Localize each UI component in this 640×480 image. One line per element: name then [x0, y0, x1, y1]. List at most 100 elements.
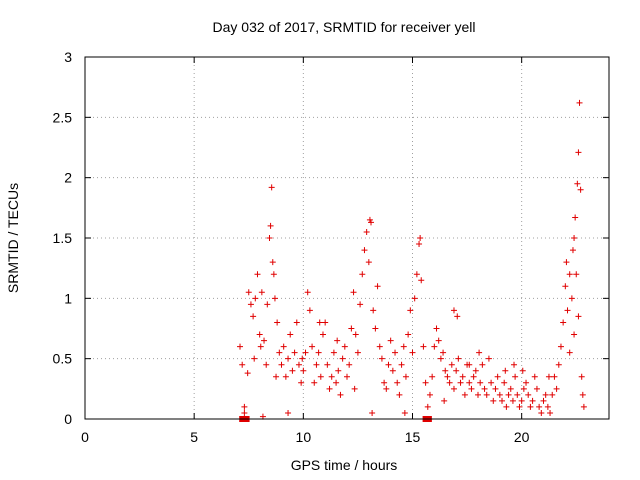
data-point	[351, 385, 358, 392]
data-point	[298, 379, 305, 386]
data-point	[576, 99, 583, 106]
data-point	[400, 343, 407, 350]
data-point	[328, 373, 335, 380]
data-point	[538, 409, 545, 416]
data-point	[529, 397, 536, 404]
data-point	[429, 373, 436, 380]
data-point	[258, 289, 265, 296]
data-point	[383, 385, 390, 392]
data-point	[448, 361, 455, 368]
data-point	[580, 403, 587, 410]
data-point	[551, 373, 558, 380]
data-point	[365, 259, 372, 266]
data-point	[304, 289, 311, 296]
data-point	[392, 349, 399, 356]
data-point	[573, 271, 580, 278]
data-point	[454, 313, 461, 320]
chart-title: Day 032 of 2017, SRMTID for receiver yel…	[213, 19, 476, 35]
y-axis: 0 0.5 1 1.5 2 2.5 3	[53, 49, 609, 427]
data-point	[514, 391, 521, 398]
data-point	[496, 391, 503, 398]
data-point	[499, 397, 506, 404]
data-point	[520, 385, 527, 392]
x-tick-label: 0	[81, 429, 89, 445]
data-point	[422, 379, 429, 386]
data-point	[295, 361, 302, 368]
data-point	[341, 343, 348, 350]
x-tick-label: 5	[190, 429, 198, 445]
data-point	[523, 379, 530, 386]
data-point	[271, 295, 278, 302]
data-point	[479, 361, 486, 368]
data-point	[394, 379, 401, 386]
data-point	[387, 337, 394, 344]
data-point	[470, 373, 477, 380]
data-point	[483, 391, 490, 398]
data-point	[519, 367, 526, 374]
data-point	[579, 391, 586, 398]
data-point	[315, 349, 322, 356]
x-tick-label: 10	[296, 429, 312, 445]
data-point	[300, 367, 307, 374]
data-point	[267, 222, 274, 229]
data-point	[257, 343, 264, 350]
data-point	[270, 271, 277, 278]
data-point	[431, 343, 438, 350]
data-point	[354, 349, 361, 356]
data-point	[254, 271, 261, 278]
x-tick-label: 20	[514, 429, 530, 445]
data-point	[481, 385, 488, 392]
data-point	[501, 379, 508, 386]
data-point	[280, 343, 287, 350]
data-point	[330, 349, 337, 356]
data-point	[261, 337, 268, 344]
data-point	[457, 379, 464, 386]
data-point	[516, 403, 523, 410]
data-point	[239, 361, 246, 368]
data-point	[578, 373, 585, 380]
data-point	[424, 403, 431, 410]
data-point	[568, 295, 575, 302]
data-point	[411, 295, 418, 302]
data-point	[440, 349, 447, 356]
data-point	[441, 397, 448, 404]
data-point	[549, 391, 556, 398]
data-point	[466, 361, 473, 368]
data-point	[488, 379, 495, 386]
data-point	[446, 379, 453, 386]
data-point	[577, 186, 584, 193]
data-point	[507, 385, 514, 392]
data-point	[418, 277, 425, 284]
data-point	[335, 367, 342, 374]
data-point	[241, 403, 248, 410]
data-point	[350, 289, 357, 296]
x-tick-label: 15	[405, 429, 421, 445]
y-axis-label: SRMTID / TECUs	[5, 183, 21, 293]
y-tick-label: 3	[64, 49, 72, 65]
data-point	[505, 391, 512, 398]
y-tick-label: 0	[64, 411, 72, 427]
data-point	[326, 385, 333, 392]
data-point	[574, 180, 581, 187]
data-point	[278, 361, 285, 368]
data-point	[370, 307, 377, 314]
data-point	[339, 355, 346, 362]
data-point	[374, 283, 381, 290]
data-point	[468, 385, 475, 392]
data-point	[319, 331, 326, 338]
data-point	[385, 361, 392, 368]
data-point	[376, 343, 383, 350]
data-point	[450, 307, 457, 314]
data-point	[442, 367, 449, 374]
data-point	[416, 241, 423, 248]
data-point	[401, 409, 408, 416]
data-point	[490, 397, 497, 404]
data-point	[540, 397, 547, 404]
data-point	[352, 331, 359, 338]
data-point	[276, 349, 283, 356]
y-tick-label: 2	[64, 170, 72, 186]
data-point	[324, 361, 331, 368]
data-point	[282, 373, 289, 380]
data-point	[344, 373, 350, 380]
